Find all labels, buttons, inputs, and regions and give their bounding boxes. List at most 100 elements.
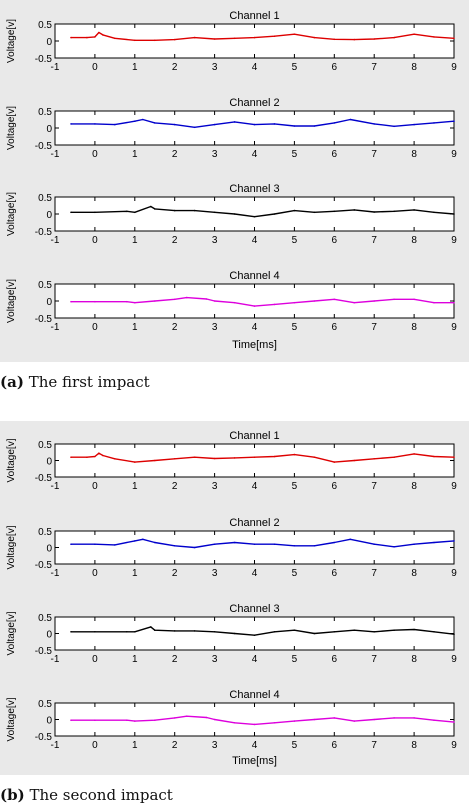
data-point [94, 631, 96, 633]
subplot-title: Channel 1 [229, 10, 279, 22]
data-point [193, 546, 196, 549]
x-tick-label: 0 [92, 149, 98, 160]
x-tick-label: 3 [212, 62, 218, 73]
data-point [70, 123, 72, 125]
data-point [373, 718, 376, 721]
data-point [333, 298, 336, 301]
x-tick-label: 8 [411, 235, 417, 246]
x-tick-label: 2 [172, 322, 178, 333]
data-point [453, 721, 455, 723]
y-tick-label: 0.5 [38, 440, 52, 451]
data-point [193, 209, 196, 212]
plot-area [54, 23, 455, 59]
channel-4-subplot: Channel 4 Voltage[v] -0.5 0 0.5 -1 0 1 2 3 4 5 6 7 8 9 [6, 689, 457, 751]
x-tick-label: 4 [252, 740, 258, 751]
data-point [193, 36, 196, 39]
data-point [173, 717, 176, 719]
x-tick-label: 9 [451, 740, 457, 751]
data-point [193, 456, 196, 458]
data-point [233, 301, 236, 304]
subplot-title: Channel 3 [229, 183, 279, 195]
data-point [333, 541, 336, 544]
x-tick-label: 2 [172, 149, 178, 160]
data-point [453, 120, 455, 122]
y-tick-label: 0.5 [38, 613, 52, 624]
x-tick-label: 4 [252, 654, 258, 665]
data-point [173, 38, 176, 41]
data-point [333, 717, 336, 719]
data-point [233, 632, 236, 635]
x-tick-label: 6 [332, 740, 338, 751]
data-point [393, 546, 395, 548]
data-point [70, 36, 72, 39]
data-point [213, 211, 216, 214]
subplot-title: Channel 4 [229, 270, 279, 282]
y-axis-label: Voltage[v] [6, 19, 17, 63]
x-tick-label: 3 [212, 481, 218, 492]
data-point [293, 629, 296, 631]
y-tick-label: -0.5 [35, 646, 53, 657]
x-tick-label: 3 [212, 235, 218, 246]
x-tick-label: 9 [451, 481, 457, 492]
x-tick-label: 0 [92, 740, 98, 751]
data-point [453, 540, 455, 542]
data-point [373, 38, 376, 40]
x-tick-label: 5 [292, 481, 298, 492]
data-point [333, 461, 336, 463]
data-point [393, 298, 395, 301]
data-point [373, 543, 376, 545]
x-tick-label: 3 [212, 740, 218, 751]
data-point [453, 213, 455, 215]
x-tick-label: -1 [51, 235, 60, 246]
data-point [213, 300, 216, 302]
x-tick-label: 7 [371, 322, 377, 333]
data-point [70, 300, 72, 303]
y-tick-label: -0.5 [35, 227, 53, 238]
data-point [293, 453, 296, 456]
y-axis-label: Voltage[v] [6, 192, 17, 236]
data-point [102, 454, 104, 457]
data-point [433, 211, 435, 214]
data-point [114, 544, 116, 546]
data-point [154, 208, 156, 210]
x-tick-label: 8 [411, 149, 417, 160]
x-tick-label: 3 [212, 149, 218, 160]
x-tick-label: -1 [51, 740, 60, 751]
data-point [273, 303, 276, 306]
subplot-title: Channel 4 [229, 689, 279, 701]
data-point [273, 631, 276, 633]
y-tick-label: 0.5 [38, 193, 52, 204]
data-point [453, 37, 455, 40]
x-tick-label: 9 [451, 235, 457, 246]
x-tick-label: 6 [332, 322, 338, 333]
x-tick-label: 6 [332, 149, 338, 160]
y-tick-label: -0.5 [35, 732, 53, 743]
data-point [173, 298, 176, 301]
data-point [213, 457, 216, 460]
x-tick-label: 0 [92, 568, 98, 579]
y-axis-label: Voltage[v] [6, 106, 17, 150]
plot-area [54, 530, 455, 565]
data-point [213, 718, 216, 721]
x-tick-label: 4 [252, 481, 258, 492]
data-point [433, 122, 435, 124]
data-point [70, 631, 72, 633]
x-tick-label: 2 [172, 62, 178, 73]
data-point [142, 538, 144, 541]
data-point [293, 33, 296, 35]
x-tick-label: 7 [371, 481, 377, 492]
data-point [349, 118, 352, 121]
x-tick-label: 0 [92, 235, 98, 246]
data-point [413, 33, 415, 35]
x-tick-label: 8 [411, 62, 417, 73]
data-point [353, 38, 356, 41]
data-point [134, 631, 136, 633]
subplot-title: Channel 1 [229, 430, 279, 442]
data-point [173, 123, 176, 126]
data-point [433, 631, 435, 633]
data-point [134, 461, 136, 463]
data-point [134, 211, 136, 214]
data-point [373, 123, 376, 125]
x-tick-label: 6 [332, 654, 338, 665]
